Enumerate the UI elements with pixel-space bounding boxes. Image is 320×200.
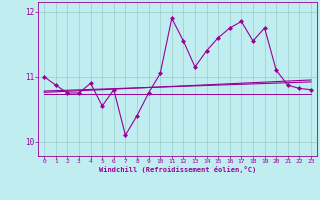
X-axis label: Windchill (Refroidissement éolien,°C): Windchill (Refroidissement éolien,°C): [99, 166, 256, 173]
